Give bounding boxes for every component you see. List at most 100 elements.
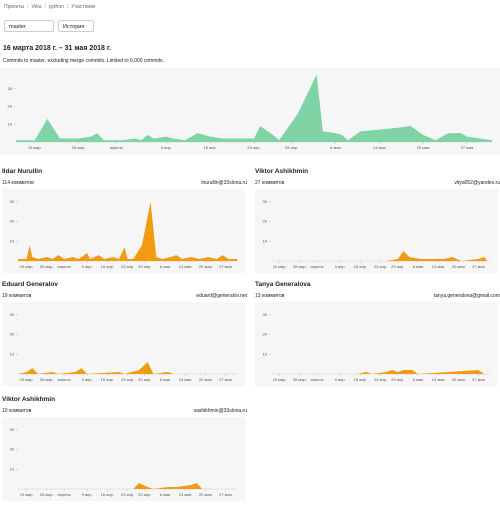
email: vitya052@yandex.ru	[454, 180, 500, 186]
email: eduard@generalov.net	[196, 293, 247, 299]
x-tick-label: 27 мая	[219, 377, 232, 382]
contributor-info: 13 коммитов tanya.generalova@gmail.com	[255, 293, 500, 299]
x-tick-label: 26 мар.	[40, 264, 54, 269]
x-tick-label: 26 мар.	[293, 264, 307, 269]
crumb: Участники	[71, 4, 96, 10]
x-tick-label: апрель	[311, 377, 324, 382]
x-tick-label: 26 мар.	[293, 377, 307, 382]
contributor-chart: 10 20 30 19 мар. 26 мар. апрель 9 апр. 16 апр. 2…	[255, 302, 498, 386]
contributor-card: Eduard Generalov 19 коммитов eduard@genera…	[2, 281, 247, 386]
x-tick-label: 29 апр.	[391, 377, 404, 382]
x-tick-label: 19 мар.	[20, 492, 34, 497]
crumb[interactable]: Проекты	[4, 4, 25, 10]
area	[271, 370, 490, 374]
x-tick-label: 16 апр.	[354, 377, 367, 382]
x-tick-label: 20 мая	[452, 264, 465, 269]
x-tick-label: 19 мар.	[20, 264, 34, 269]
y-tick-label: 20	[10, 219, 15, 224]
contributor-name: Eduard Generalov	[2, 281, 58, 288]
x-tick-label: 9 апр.	[82, 492, 93, 497]
x-tick-label: 29 апр.	[138, 377, 151, 382]
y-tick-label: 30	[8, 86, 13, 91]
x-tick-label: 13 мая	[179, 492, 192, 497]
subtitle: Commits to master, excluding merge commi…	[3, 58, 164, 64]
history-button[interactable]: История	[58, 20, 94, 32]
contributor-card: Viktor Ashikhmin 10 коммитов vashikhmin@33…	[2, 396, 247, 501]
contributor-info: 27 коммитов vitya052@yandex.ru	[255, 180, 500, 186]
x-tick-label: апрель	[311, 264, 324, 269]
x-tick-label: 16 апр.	[204, 145, 217, 150]
x-tick-label: 20 мая	[417, 145, 430, 150]
date-range-title: 16 марта 2018 г. – 31 мая 2018 г.	[3, 45, 112, 52]
area	[18, 483, 237, 489]
y-tick-label: 10	[263, 238, 268, 243]
x-tick-label: 23 апр.	[121, 492, 134, 497]
x-tick-label: 23 апр.	[374, 377, 387, 382]
crumb[interactable]: python	[48, 4, 64, 10]
y-tick-label: 20	[8, 104, 13, 109]
y-tick-label: 10	[263, 351, 268, 356]
y-tick-label: 30	[10, 199, 15, 204]
y-tick-label: 10	[10, 351, 15, 356]
x-tick-label: 20 мая	[199, 377, 212, 382]
contributor-info: 114 коммитов inurullin@33slona.ru	[2, 180, 247, 186]
y-tick-label: 30	[10, 427, 15, 432]
area	[271, 251, 490, 261]
x-tick-label: 19 мар.	[273, 377, 287, 382]
x-tick-label: 27 мая	[472, 377, 485, 382]
x-tick-label: 9 апр.	[82, 377, 93, 382]
x-tick-label: апрель	[110, 145, 123, 150]
x-tick-label: 27 мая	[219, 264, 232, 269]
x-tick-label: 6 мая	[160, 492, 170, 497]
x-tick-label: 23 апр.	[374, 264, 387, 269]
email: vashikhmin@33slona.ru	[193, 408, 247, 414]
x-tick-label: 19 мар.	[20, 377, 34, 382]
x-tick-label: апрель	[58, 264, 71, 269]
commit-count: 19 коммитов	[2, 293, 32, 299]
branch-select[interactable]: master	[4, 20, 54, 32]
y-tick-label: 10	[10, 238, 15, 243]
contributor-card: Tanya Generalova 13 коммитов tanya.general…	[255, 281, 500, 386]
contributor-chart: 10 20 30 19 мар. 26 мар. апрель 9 апр. 16 апр. 2…	[2, 417, 245, 501]
y-tick-label: 20	[263, 219, 268, 224]
x-tick-label: 29 апр.	[138, 264, 151, 269]
y-tick-label: 30	[263, 312, 268, 317]
x-tick-label: 13 мая	[373, 145, 386, 150]
crumb[interactable]: Veta	[31, 4, 42, 10]
x-tick-label: 23 апр.	[121, 264, 134, 269]
commit-count: 27 коммитов	[255, 180, 285, 186]
x-tick-label: 23 апр.	[121, 377, 134, 382]
x-tick-label: 6 мая	[160, 264, 170, 269]
x-tick-label: 27 мая	[461, 145, 474, 150]
x-tick-label: 16 апр.	[101, 264, 114, 269]
x-tick-label: 6 мая	[160, 377, 170, 382]
x-tick-label: апрель	[58, 492, 71, 497]
y-tick-label: 30	[263, 199, 268, 204]
x-tick-label: 29 апр.	[285, 145, 298, 150]
x-tick-label: 20 мая	[199, 264, 212, 269]
email: tanya.generalova@gmail.com	[433, 293, 500, 299]
x-tick-label: 6 мая	[330, 145, 340, 150]
y-tick-label: 30	[10, 312, 15, 317]
x-tick-label: 13 мая	[179, 377, 192, 382]
contributor-info: 10 коммитов vashikhmin@33slona.ru	[2, 408, 247, 414]
area	[18, 362, 237, 374]
x-tick-label: 20 мая	[452, 377, 465, 382]
x-tick-label: 23 апр.	[247, 145, 260, 150]
main-chart: 10 20 30 19 мар. 26 мар. апрель 9 апр. 16 апр. 2…	[0, 68, 500, 154]
x-tick-label: 29 апр.	[138, 492, 151, 497]
x-tick-label: 29 апр.	[391, 264, 404, 269]
x-tick-label: 16 апр.	[101, 492, 114, 497]
x-tick-label: 13 мая	[432, 264, 445, 269]
breadcrumbs: Проекты / Veta / python / Участники	[4, 4, 96, 10]
contributor-chart: 10 20 30 19 мар. 26 мар. апрель 9 апр. 16 апр. 2…	[255, 189, 498, 273]
x-tick-label: 9 апр.	[161, 145, 172, 150]
email: inurullin@33slona.ru	[201, 180, 247, 186]
x-tick-label: 13 мая	[179, 264, 192, 269]
contributor-chart: 10 20 30 19 мар. 26 мар. апрель 9 апр. 16 апр. 2…	[2, 302, 245, 386]
x-tick-label: 19 мар.	[273, 264, 287, 269]
contributor-name: Viktor Ashikhmin	[255, 168, 309, 175]
x-tick-label: 6 мая	[413, 377, 423, 382]
x-tick-label: 13 мая	[432, 377, 445, 382]
y-tick-label: 10	[8, 121, 13, 126]
